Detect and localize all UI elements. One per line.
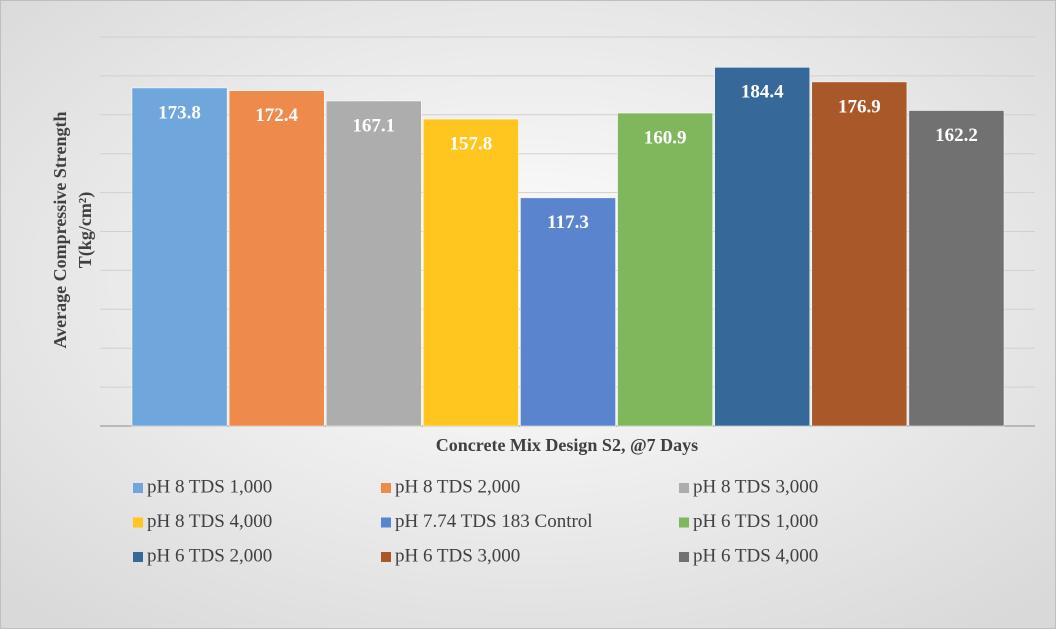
data-label: 176.9 [838, 96, 881, 117]
y-axis-title: Average Compressive Strength T(kg/cm²) [50, 112, 96, 349]
bar [228, 90, 325, 427]
bar [617, 112, 713, 427]
legend-label: pH 8 TDS 1,000 [147, 476, 272, 497]
bar [908, 110, 1005, 427]
legend-marker [679, 517, 689, 528]
data-label: 160.9 [644, 127, 687, 148]
bar [423, 118, 519, 427]
legend-label: pH 6 TDS 1,000 [693, 511, 818, 532]
bar [131, 87, 228, 427]
data-label: 162.2 [935, 125, 978, 146]
bar [520, 197, 616, 427]
data-label: 184.4 [741, 82, 784, 103]
legend-marker [381, 552, 391, 562]
x-axis-title: Concrete Mix Design S2, @7 Days [436, 435, 698, 455]
legend-marker [133, 483, 143, 493]
bar [325, 100, 422, 427]
data-label: 157.8 [450, 133, 493, 154]
legend-label: pH 6 TDS 3,000 [395, 545, 520, 566]
legend-marker [133, 552, 143, 562]
legend-label: pH 7.74 TDS 183 Control [395, 511, 593, 532]
data-label: 117.3 [547, 212, 589, 233]
bar [811, 81, 908, 427]
legend-label: pH 8 TDS 4,000 [147, 511, 272, 532]
y-axis-title-line: T(kg/cm²) [75, 192, 96, 268]
legend-label: pH 8 TDS 2,000 [395, 476, 520, 497]
legend-marker [133, 517, 143, 528]
legend-marker [381, 483, 391, 493]
y-axis-title-line: Average Compressive Strength [50, 112, 70, 349]
legend-label: pH 6 TDS 2,000 [147, 545, 272, 566]
legend-label: pH 6 TDS 4,000 [693, 545, 818, 566]
legend-label: pH 8 TDS 3,000 [693, 476, 818, 497]
data-label: 173.8 [158, 102, 201, 123]
legend-marker [381, 517, 391, 528]
legend-marker [679, 483, 689, 493]
data-label: 167.1 [352, 115, 395, 136]
data-label: 172.4 [255, 105, 298, 126]
legend-marker [679, 552, 689, 562]
bar [714, 67, 811, 427]
